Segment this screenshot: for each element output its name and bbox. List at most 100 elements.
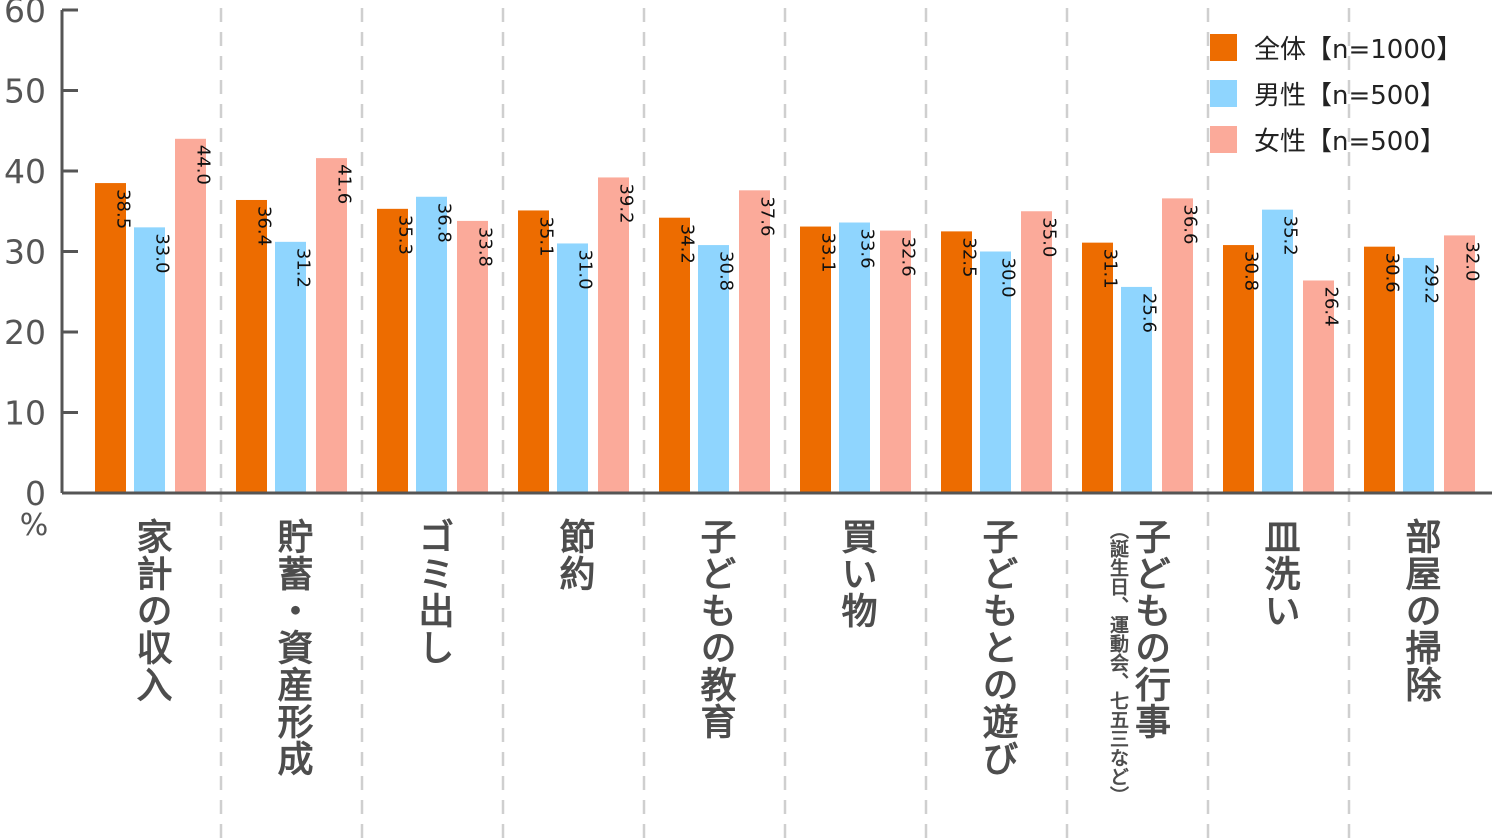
data-label: 31.2 <box>293 248 314 288</box>
data-label: 39.2 <box>616 183 637 223</box>
data-label: 36.8 <box>434 203 455 243</box>
category-sublabel: （誕生日、運動会、七五三など） <box>1107 520 1129 805</box>
category-label: 貯蓄・資産形成 <box>221 518 362 777</box>
category-label-text: 家計の収入 <box>130 518 172 703</box>
legend-item: 女性【n=500】 <box>1210 116 1462 162</box>
data-label: 33.8 <box>475 227 496 267</box>
data-label: 36.4 <box>254 206 275 246</box>
category-label-text: 節約 <box>553 518 595 592</box>
legend-item: 全体【n=1000】 <box>1210 24 1462 70</box>
bar <box>1121 286 1152 493</box>
y-tick-label: 30 <box>4 233 46 272</box>
bar <box>1162 198 1193 493</box>
data-label: 29.2 <box>1421 264 1442 304</box>
bar <box>880 230 911 493</box>
legend-label: 全体【n=1000】 <box>1254 34 1463 65</box>
bar <box>95 183 126 493</box>
bar <box>316 158 347 493</box>
category-label-text: 子どもの教育 <box>694 518 736 740</box>
category-label: 子どもとの遊び <box>926 518 1067 777</box>
data-label: 30.0 <box>998 258 1019 298</box>
bar <box>839 222 870 493</box>
bar <box>598 177 629 493</box>
legend-label: 男性【n=500】 <box>1254 80 1446 111</box>
y-tick-label: 60 <box>4 0 46 30</box>
category-label-text: 部屋の掃除 <box>1399 518 1441 703</box>
data-label: 38.5 <box>113 189 134 229</box>
category-label-text: 子どもの行事 <box>1129 518 1170 740</box>
legend-label: 女性【n=500】 <box>1254 126 1446 157</box>
bar <box>416 196 447 493</box>
data-label: 35.1 <box>536 216 557 256</box>
bar <box>1403 257 1434 493</box>
data-label: 31.1 <box>1100 249 1121 289</box>
data-label: 32.5 <box>959 237 980 277</box>
y-tick-label: 0 <box>25 474 46 513</box>
data-label: 30.8 <box>716 251 737 291</box>
y-axis-unit: % <box>20 508 49 543</box>
category-label-text: 子どもとの遊び <box>976 518 1018 777</box>
data-label: 33.1 <box>818 233 839 273</box>
bar <box>1021 211 1052 493</box>
legend-swatch <box>1210 125 1237 153</box>
bar <box>557 243 588 493</box>
data-label: 34.2 <box>677 224 698 264</box>
category-label-text: ゴミ出し <box>412 518 454 666</box>
bar <box>941 231 972 493</box>
category-label-text: 貯蓄・資産形成 <box>271 518 313 777</box>
bar <box>1223 245 1254 493</box>
data-label: 33.6 <box>857 229 878 269</box>
bar <box>275 241 306 493</box>
bar <box>980 251 1011 493</box>
data-label: 35.3 <box>395 215 416 255</box>
data-label: 25.6 <box>1139 293 1160 333</box>
data-label: 35.2 <box>1280 216 1301 256</box>
bar <box>1262 209 1293 493</box>
bar <box>1082 242 1113 493</box>
data-label: 30.8 <box>1241 251 1262 291</box>
category-label: 子どもの教育 <box>644 518 785 740</box>
data-label: 31.0 <box>575 249 596 289</box>
data-label: 33.0 <box>152 233 173 273</box>
legend-item: 男性【n=500】 <box>1210 70 1462 116</box>
bar <box>134 227 165 493</box>
category-label: 買い物 <box>785 518 926 629</box>
legend-swatch <box>1210 79 1237 107</box>
data-label: 30.6 <box>1382 253 1403 293</box>
data-label: 35.0 <box>1039 217 1060 257</box>
data-label: 26.4 <box>1321 286 1342 326</box>
bar <box>175 138 206 494</box>
bar <box>659 217 690 493</box>
data-label: 32.6 <box>898 237 919 277</box>
data-label: 41.6 <box>334 164 355 204</box>
bar <box>1364 246 1395 493</box>
category-label: 部屋の掃除 <box>1349 518 1490 703</box>
y-tick-label: 50 <box>4 72 46 111</box>
bar <box>457 220 488 493</box>
bar <box>698 245 729 493</box>
category-label: 皿洗い <box>1208 518 1349 629</box>
y-tick-label: 40 <box>4 152 46 191</box>
bar <box>739 190 770 493</box>
bar <box>1303 280 1334 493</box>
category-label: 節約 <box>503 518 644 592</box>
data-label: 32.0 <box>1462 241 1483 281</box>
legend-swatch <box>1210 33 1237 61</box>
bar <box>518 210 549 493</box>
bar <box>377 208 408 493</box>
category-label-text: 皿洗い <box>1258 518 1300 629</box>
bar <box>236 199 267 494</box>
data-label: 44.0 <box>193 145 214 185</box>
bar <box>800 226 831 494</box>
y-tick-label: 20 <box>4 313 46 352</box>
category-label: ゴミ出し <box>362 518 503 666</box>
data-label: 36.6 <box>1180 204 1201 244</box>
bar <box>1444 235 1475 493</box>
y-tick-label: 10 <box>4 394 46 433</box>
category-label: 家計の収入 <box>80 518 221 703</box>
category-label-text: 買い物 <box>835 518 877 629</box>
data-label: 37.6 <box>757 196 778 236</box>
legend: 全体【n=1000】 男性【n=500】 女性【n=500】 <box>1210 24 1462 162</box>
category-label: 子どもの行事 （誕生日、運動会、七五三など） <box>1067 518 1208 805</box>
